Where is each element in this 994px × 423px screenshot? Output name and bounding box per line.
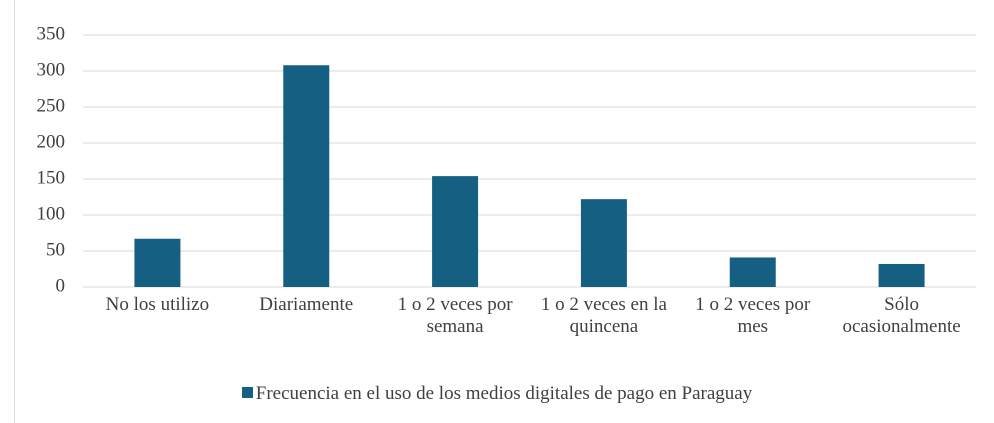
x-tick-label: Diariamente — [259, 294, 354, 315]
legend-swatch — [241, 387, 253, 398]
bar — [432, 176, 479, 287]
x-tick-label: 1 o 2 veces por mes — [695, 294, 811, 337]
x-tick-label: Sólo ocasionalmente — [842, 294, 961, 337]
y-tick-label: 350 — [37, 23, 66, 44]
y-tick-label: 150 — [37, 167, 66, 188]
legend-label: Frecuencia en el uso de los medios digit… — [255, 383, 753, 404]
bar — [580, 199, 627, 287]
bar — [283, 65, 330, 288]
y-tick-label: 200 — [37, 131, 66, 152]
y-tick-label: 300 — [37, 59, 66, 80]
x-tick-label: No los utilizo — [105, 294, 210, 315]
y-tick-label: 100 — [37, 203, 66, 224]
y-tick-label: 250 — [37, 95, 66, 116]
y-tick-label: 50 — [46, 239, 65, 260]
legend: Frecuencia en el uso de los medios digit… — [0, 383, 994, 405]
x-tick-label: 1 o 2 veces por semana — [397, 294, 513, 337]
bar — [134, 238, 181, 287]
bar — [878, 263, 925, 287]
y-tick-label: 0 — [56, 275, 66, 296]
x-tick-label: 1 o 2 veces en la quincena — [540, 294, 667, 337]
bar — [729, 257, 776, 287]
